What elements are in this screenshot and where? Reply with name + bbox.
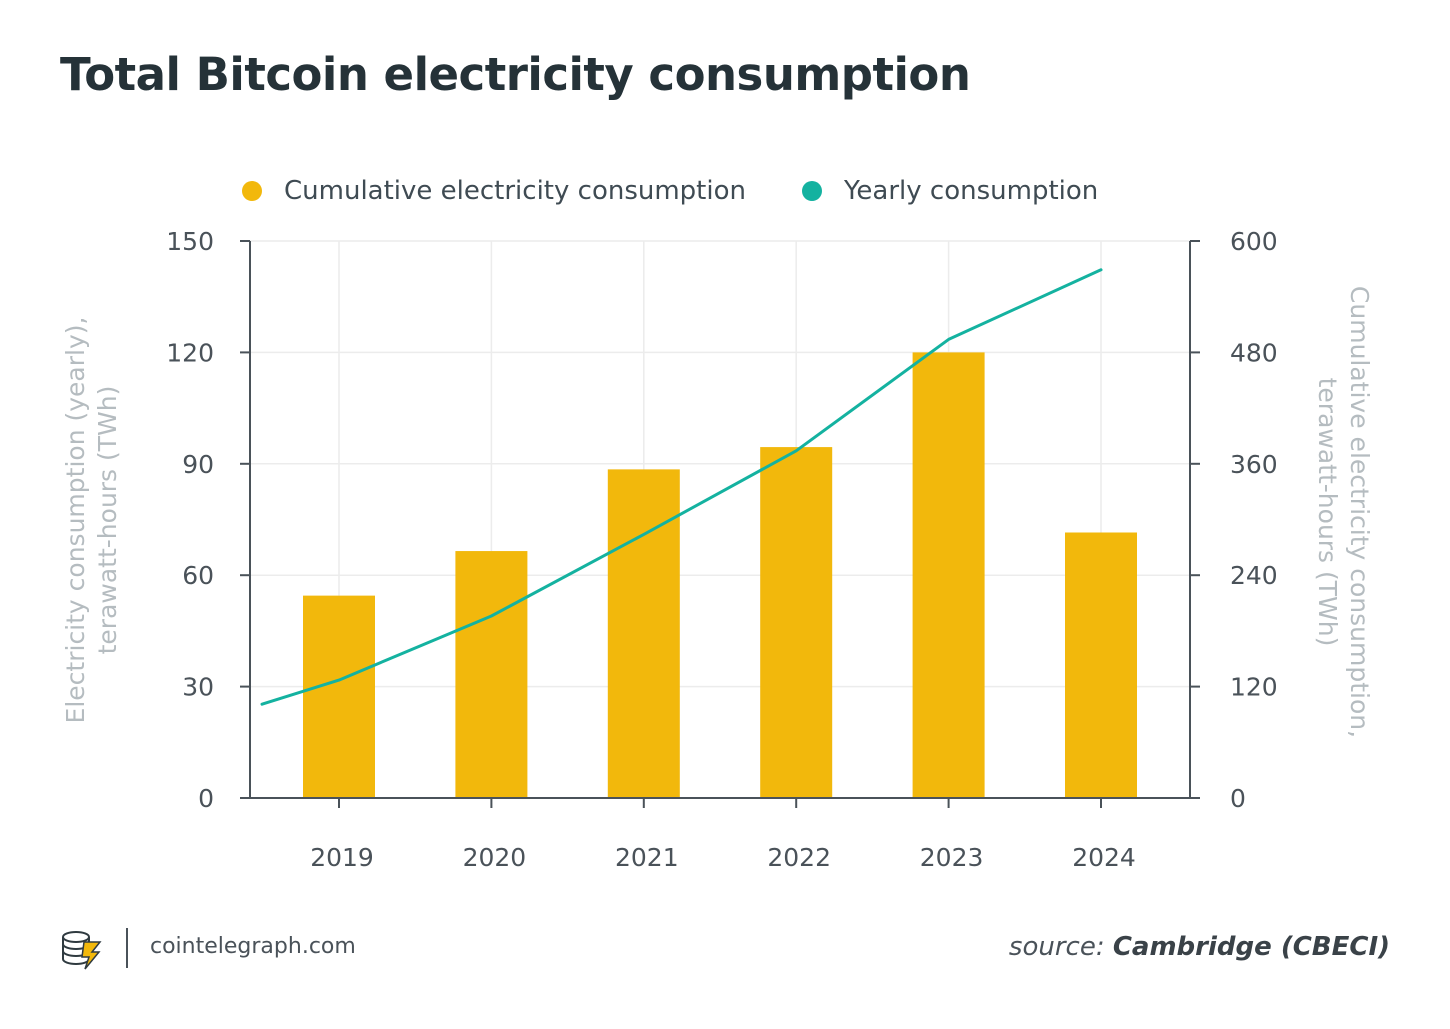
source-prefix: source: bbox=[1008, 932, 1105, 962]
y-right-tick-label: 360 bbox=[1230, 450, 1278, 479]
x-tick-label: 2019 bbox=[310, 843, 374, 872]
legend-item-yearly: Yearly consumption bbox=[802, 176, 1098, 206]
bar-2019 bbox=[303, 595, 375, 798]
footer-site[interactable]: cointelegraph.com bbox=[150, 934, 356, 959]
line-yearly-consumption bbox=[260, 268, 1103, 706]
y-axis-right-title: Cumulative electricity consumption,teraw… bbox=[1313, 286, 1374, 738]
bar-2020 bbox=[455, 551, 528, 798]
x-tick-label: 2021 bbox=[615, 843, 679, 872]
chart-title: Total Bitcoin electricity consumption bbox=[60, 48, 971, 101]
y-right-tick-label: 480 bbox=[1230, 338, 1278, 367]
x-tick-label: 2024 bbox=[1072, 843, 1136, 872]
bar-2021 bbox=[607, 469, 680, 798]
y-right-tick-label: 0 bbox=[1230, 784, 1246, 813]
x-tick-label: 2023 bbox=[920, 843, 984, 872]
x-tick-label: 2020 bbox=[463, 843, 527, 872]
y-axis-left-title: Electricity consumption (yearly), terawat… bbox=[61, 317, 122, 724]
chart-legend: Cumulative electricity consumption Yearl… bbox=[0, 176, 1450, 212]
y-right-tick-label: 240 bbox=[1230, 561, 1278, 590]
y-left-tick-label: 150 bbox=[166, 227, 214, 256]
y-axis-left-title-line: Electricity consumption (yearly), bbox=[61, 317, 90, 724]
y-left-tick-label: 60 bbox=[182, 561, 214, 590]
footer-divider bbox=[126, 928, 128, 968]
bar-2022 bbox=[760, 447, 833, 798]
y-right-tick-label: 120 bbox=[1230, 673, 1278, 702]
cointelegraph-logo-icon bbox=[62, 931, 102, 970]
footer-source: source: Cambridge (CBECI) bbox=[1009, 932, 1390, 962]
bar-2023 bbox=[912, 352, 985, 798]
legend-swatch-yearly bbox=[802, 181, 822, 201]
y-left-tick-label: 30 bbox=[182, 673, 214, 702]
x-tick-label: 2022 bbox=[767, 843, 831, 872]
bar-2024 bbox=[1065, 532, 1137, 798]
y-right-tick-label: 600 bbox=[1230, 227, 1278, 256]
y-axis-left-title-line: terawatt-hours (TWh) bbox=[93, 386, 122, 655]
legend-item-cumulative: Cumulative electricity consumption bbox=[242, 176, 746, 206]
legend-swatch-cumulative bbox=[242, 181, 262, 201]
legend-label-yearly: Yearly consumption bbox=[844, 176, 1099, 206]
y-axis-right-title-line: Cumulative electricity consumption, bbox=[1345, 286, 1374, 738]
y-left-tick-label: 90 bbox=[182, 450, 214, 479]
y-axis-right-title-line: terawatt-hours (TWh) bbox=[1313, 378, 1342, 647]
source-name: Cambridge (CBECI) bbox=[1112, 932, 1390, 962]
y-left-tick-label: 120 bbox=[166, 338, 214, 367]
legend-label-cumulative: Cumulative electricity consumption bbox=[284, 176, 746, 206]
y-left-tick-label: 0 bbox=[198, 784, 214, 813]
